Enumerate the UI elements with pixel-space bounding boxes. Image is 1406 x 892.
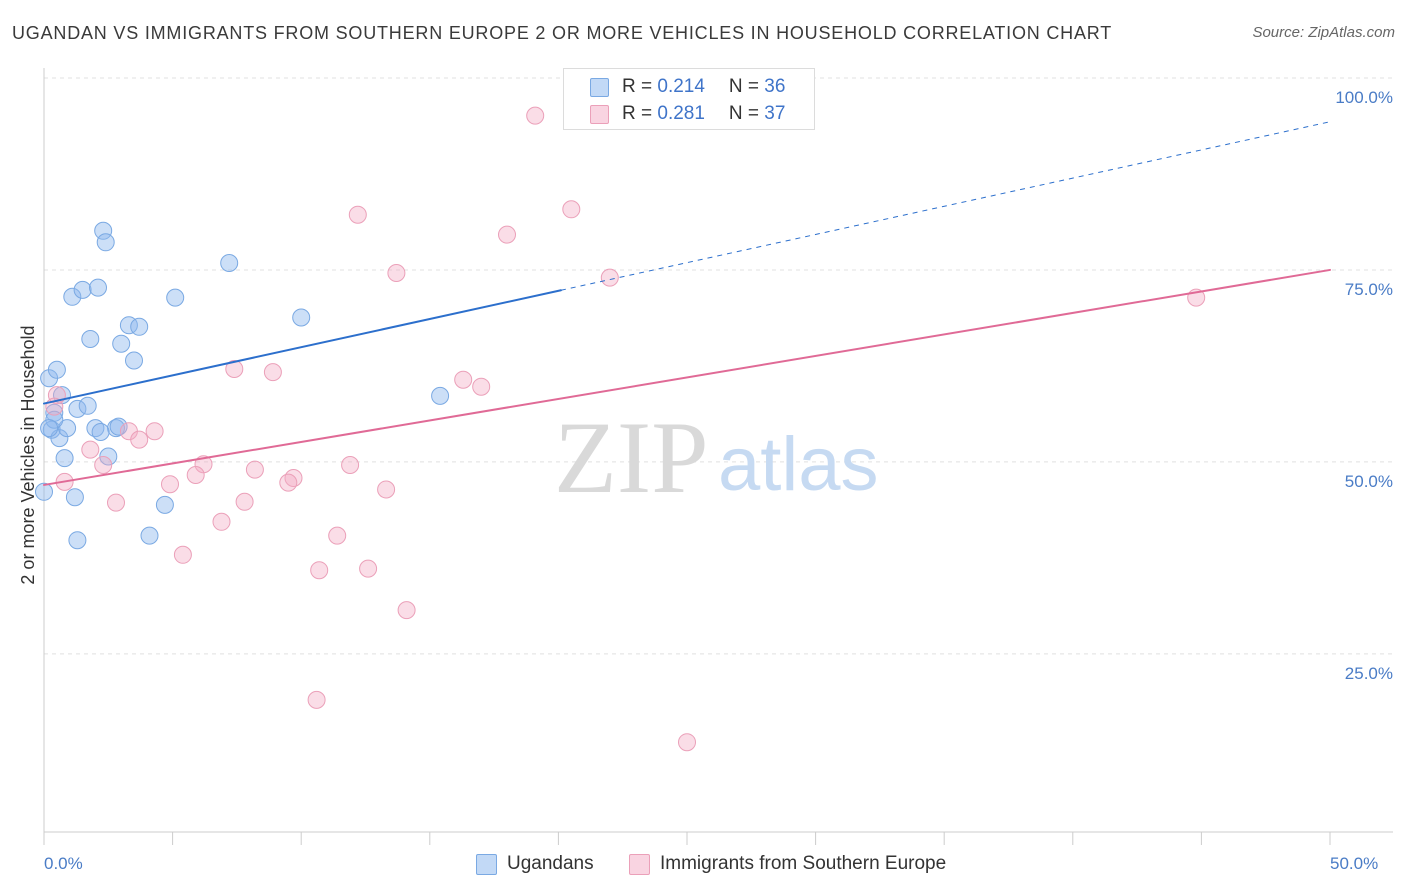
ugandans-point [73,280,92,299]
ugandans-point [68,531,87,550]
southern-europe-point [212,512,231,531]
correlation-legend: R = 0.214 N = 36 R = 0.281 N = 37 [563,68,815,130]
southern-europe-point [562,200,581,219]
southern-europe-point [279,473,298,492]
ugandans-point [89,278,107,297]
legend-r-value: 0.214 [657,76,705,97]
ugandans-point [47,360,66,379]
southern-europe-point [161,475,179,494]
legend-r-label: R = [622,103,658,124]
legend-swatch-southern-europe [590,104,609,124]
southern-europe-point [235,492,254,511]
southern-europe-point [186,466,205,484]
ugandans-point [78,396,97,415]
watermark-zip: ZIP [554,401,709,515]
points-layer [35,106,1206,752]
source-credit: Source: ZipAtlas.com [1252,24,1395,41]
ugandans-point [166,288,185,307]
southern-europe-point [245,460,264,479]
ugandans-point [130,317,149,336]
legend-row-southern-europe: R = 0.281 N = 37 [590,102,785,126]
southern-europe-point [526,106,545,125]
southern-europe-point [173,545,192,564]
ugandans-point [109,417,128,436]
ugandans-point [96,233,115,252]
zipatlas-watermark: ZIP atlas [554,401,879,515]
ugandans-point [81,330,100,348]
southern-europe-point [341,456,360,474]
ugandans-point [94,221,113,240]
ugandans-point [68,399,87,418]
southern-europe-point [263,363,282,382]
legend-row-ugandans: R = 0.214 N = 36 [590,75,785,99]
ugandans-point [55,449,74,468]
y-tick-label: 25.0% [1345,664,1393,683]
southern-europe-point [387,264,406,282]
southern-europe-point [307,690,326,709]
legend-r-value: 0.281 [657,103,705,124]
ugandans-point [99,447,118,466]
ugandans-trend-line [43,289,562,405]
trend-layer [43,121,1331,486]
ugandans-point [45,410,64,429]
x-tick-label: 50.0% [1330,854,1378,873]
southern-europe-point [359,559,378,578]
legend-n-value: 36 [764,76,786,97]
series-swatch-ugandans [476,853,497,875]
axis-layer [43,68,1393,845]
ugandans-point [220,254,239,272]
ugandans-point [155,495,174,514]
tick-label-layer: 25.0% 50.0% 75.0% 100.0% 0.0% 50.0% [44,88,1393,873]
southern-europe-point [81,440,100,459]
legend-n-label: N = [728,103,765,124]
ugandans-point [125,351,143,370]
southern-europe-point [328,526,347,545]
y-tick-label: 50.0% [1345,472,1393,491]
ugandans-point [58,419,77,438]
ugandans-point [112,334,131,353]
ugandans-point [140,526,159,545]
southern-europe-point [397,601,416,620]
southern-europe-point [310,561,329,580]
southern-europe-point [600,268,619,287]
southern-europe-trend-line [43,268,1331,486]
southern-europe-point [678,733,696,752]
southern-europe-point [107,493,125,512]
southern-europe-point [94,456,113,474]
watermark-atlas: atlas [718,422,879,507]
southern-europe-point [225,360,244,378]
legend-n-value: 37 [764,103,786,124]
southern-europe-point [348,205,367,224]
ugandans-point [431,386,450,405]
ugandans-point [40,419,59,438]
y-axis-label: 2 or more Vehicles in Household [18,325,38,585]
y-tick-label: 75.0% [1345,280,1393,299]
chart-title: UGANDAN VS IMMIGRANTS FROM SOUTHERN EURO… [12,23,1113,43]
legend-swatch-ugandans [590,77,609,97]
series-legend-southern-europe: Immigrants from Southern Europe [629,853,946,875]
series-swatch-southern-europe [629,853,650,875]
ugandans-point [65,488,84,507]
legend-n-label: N = [728,76,765,97]
southern-europe-point [130,430,149,449]
x-tick-label: 0.0% [44,854,83,873]
ugandans-point [292,308,311,327]
grid-layer [44,77,1393,655]
series-label-ugandans: Ugandans [507,853,594,874]
southern-europe-point [454,370,473,389]
southern-europe-point [145,422,164,441]
southern-europe-point [498,225,516,244]
ugandans-point [63,287,82,306]
southern-europe-point [377,480,396,499]
y-tick-label: 100.0% [1335,88,1393,107]
series-label-southern-europe: Immigrants from Southern Europe [660,853,947,874]
ugandans-point [35,482,53,501]
ugandans-point [91,423,110,441]
southern-europe-point [472,377,491,396]
series-legend-ugandans: Ugandans [476,853,594,875]
ugandans-trend-line-extension [560,121,1331,291]
legend-r-label: R = [622,76,658,97]
